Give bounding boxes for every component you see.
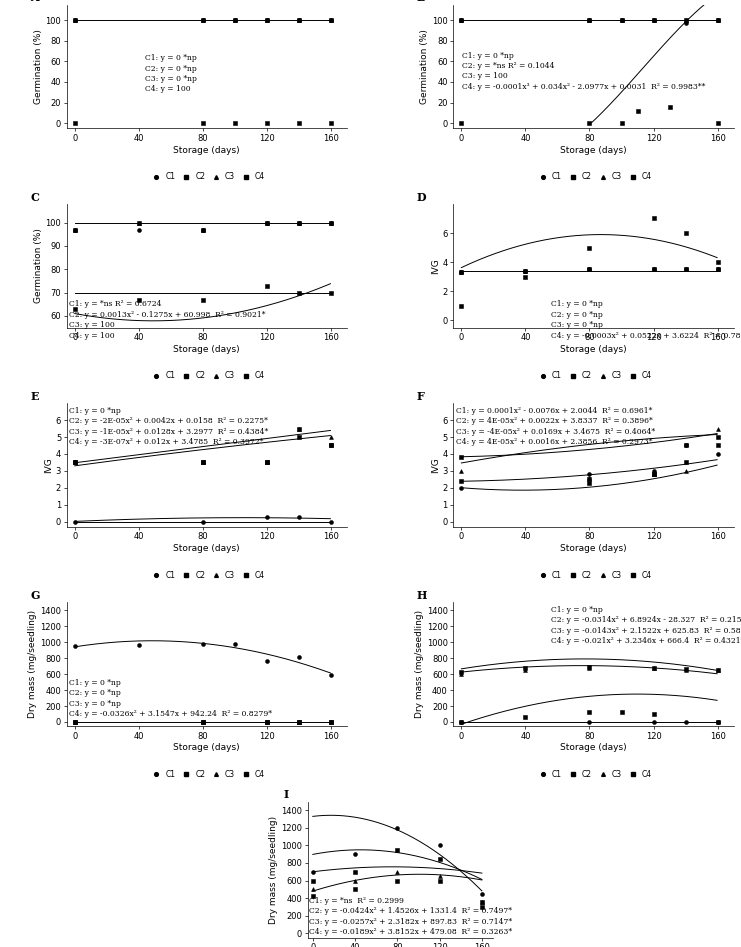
Y-axis label: Germination (%): Germination (%) [33, 228, 42, 303]
Text: B: B [417, 0, 426, 4]
Y-axis label: Germination (%): Germination (%) [420, 29, 429, 104]
Text: I: I [284, 789, 289, 800]
Text: C1: y = *ns  R² = 0.2999
C2: y = -0.0424x² + 1.4526x + 1331.4  R² = 0.7497*
C3: : C1: y = *ns R² = 0.2999 C2: y = -0.0424x… [310, 897, 513, 936]
Legend: C1, C2, C3, C4: C1, C2, C3, C4 [145, 767, 268, 782]
Legend: C1, C2, C3, C4: C1, C2, C3, C4 [532, 170, 655, 185]
Text: C1: y = 0 *np
C2: y = *ns R² = 0.1044
C3: y = 100
C4: y = -0.0001x³ + 0.034x² - : C1: y = 0 *np C2: y = *ns R² = 0.1044 C3… [462, 52, 705, 91]
Text: C1: y = 0 *np
C2: y = 0 *np
C3: y = 0 *np
C4: y = 100: C1: y = 0 *np C2: y = 0 *np C3: y = 0 *n… [145, 54, 197, 94]
X-axis label: Storage (days): Storage (days) [560, 146, 627, 154]
X-axis label: Storage (days): Storage (days) [560, 345, 627, 354]
Text: A: A [30, 0, 39, 4]
Y-axis label: Germination (%): Germination (%) [33, 29, 42, 104]
Legend: C1, C2, C3, C4: C1, C2, C3, C4 [532, 368, 655, 384]
Legend: C1, C2, C3, C4: C1, C2, C3, C4 [532, 767, 655, 782]
Text: C1: y = 0.0001x² - 0.0076x + 2.0044  R² = 0.6961*
C2: y = 4E-05x² + 0.0022x + 3.: C1: y = 0.0001x² - 0.0076x + 2.0044 R² =… [456, 407, 655, 446]
Y-axis label: IVG: IVG [431, 258, 439, 274]
Legend: C1, C2, C3, C4: C1, C2, C3, C4 [145, 368, 268, 384]
Text: D: D [417, 191, 427, 203]
Legend: C1, C2, C3, C4: C1, C2, C3, C4 [145, 567, 268, 582]
Text: F: F [417, 391, 425, 402]
Legend: C1, C2, C3, C4: C1, C2, C3, C4 [532, 567, 655, 582]
X-axis label: Storage (days): Storage (days) [173, 545, 240, 553]
Text: C: C [30, 191, 39, 203]
Text: C1: y = 0 *np
C2: y = -0.0314x² + 6.8924x - 28.327  R² = 0.2154*
C3: y = -0.0143: C1: y = 0 *np C2: y = -0.0314x² + 6.8924… [551, 606, 741, 645]
Text: G: G [30, 590, 40, 601]
Y-axis label: IVG: IVG [44, 457, 53, 473]
Text: H: H [417, 590, 428, 601]
Text: C1: y = 0 *np
C2: y = -2E-05x² + 0.0042x + 0.0158  R² = 0.2275*
C3: y = -1E-05x²: C1: y = 0 *np C2: y = -2E-05x² + 0.0042x… [70, 407, 269, 446]
X-axis label: Storage (days): Storage (days) [173, 345, 240, 354]
Text: C1: y = 0 *np
C2: y = 0 *np
C3: y = 0 *np
C4: y = -0.0326x² + 3.1547x + 942.24  : C1: y = 0 *np C2: y = 0 *np C3: y = 0 *n… [70, 679, 273, 718]
Text: C1: y = *ns R² = 0.6724
C2: y = 0.0013x² - 0.1275x + 60.998  R² = 0.9021*
C3: y : C1: y = *ns R² = 0.6724 C2: y = 0.0013x²… [70, 300, 266, 340]
Y-axis label: IVG: IVG [431, 457, 439, 473]
Text: C1: y = 0 *np
C2: y = 0 *np
C3: y = 0 *np
C4: y = -0.0003x² + 0.0522x + 3.6224  : C1: y = 0 *np C2: y = 0 *np C3: y = 0 *n… [551, 300, 741, 340]
X-axis label: Storage (days): Storage (days) [173, 743, 240, 752]
Y-axis label: Dry mass (mg/seedling): Dry mass (mg/seedling) [415, 610, 424, 718]
Legend: C1, C2, C3, C4: C1, C2, C3, C4 [145, 170, 268, 185]
Y-axis label: Dry mass (mg/seedling): Dry mass (mg/seedling) [28, 610, 37, 718]
X-axis label: Storage (days): Storage (days) [560, 545, 627, 553]
X-axis label: Storage (days): Storage (days) [560, 743, 627, 752]
Y-axis label: Dry mass (mg/seedling): Dry mass (mg/seedling) [269, 815, 278, 923]
X-axis label: Storage (days): Storage (days) [173, 146, 240, 154]
Text: E: E [30, 391, 39, 402]
